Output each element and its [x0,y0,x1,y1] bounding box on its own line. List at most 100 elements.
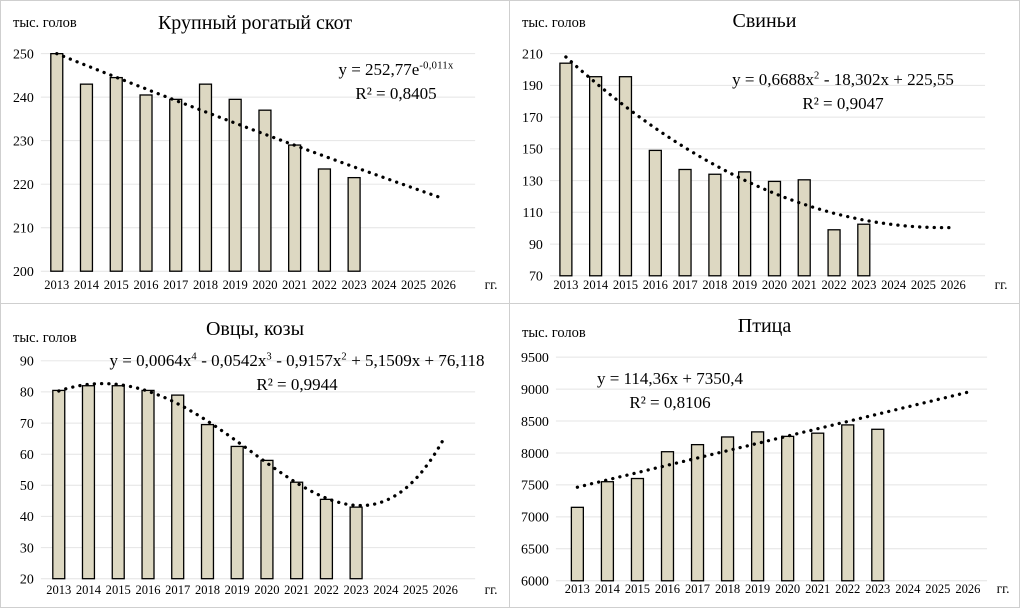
r-squared-text: R² = 0,8405 [355,84,437,104]
x-tick-label: 2018 [193,278,218,292]
x-tick-label: 2025 [401,278,426,292]
x-tick-label: 2022 [822,278,847,292]
x-tick-label: 2021 [805,582,830,596]
y-tick-label: 9000 [521,383,549,398]
y-tick-label: 8000 [521,447,549,462]
bar [198,83,213,272]
bar [570,506,585,582]
x-tick-label: 2024 [371,278,397,292]
bar [750,431,765,582]
bar [588,76,603,277]
x-tick-label: 2019 [225,583,250,597]
x-tick-label: 2013 [44,278,69,292]
x-tick-label: 2016 [133,278,158,292]
x-tick-label: 2019 [745,582,770,596]
bar [767,180,782,277]
x-tick-label: 2015 [625,582,650,596]
equation-text: y = 114,36x + 7350,4 [568,367,772,391]
chart-title: Свиньи [732,10,797,32]
equation-segment: y = 252,77e [338,60,420,79]
x-tick-label: 2014 [595,582,621,596]
plot-area: 6000 6500 7000 7500 8000 8500 9000 9500 2013 2014… [521,351,1010,596]
y-axis-tick-labels: 200 210 220 230 240 250 [13,47,34,280]
x-tick-label: 2021 [792,278,817,292]
y-tick-label: 130 [522,174,543,189]
bar [811,432,825,582]
y-tick-label: 60 [20,448,34,463]
x-tick-label: 2014 [583,278,609,292]
y-tick-label: 30 [20,541,34,556]
y-tick-label: 9500 [521,351,549,366]
bar [827,229,841,277]
y-tick-label: 210 [13,221,34,236]
y-tick-label: 110 [522,206,542,221]
y-tick-label: 220 [13,178,34,193]
bar [141,389,155,580]
y-tick-label: 80 [20,386,34,401]
x-tick-label: 2026 [431,278,456,292]
trendline-equation: y = 252,77e-0,011x R² = 0,8405 [296,58,496,106]
y-tick-label: 90 [529,238,543,253]
x-tick-label: 2024 [881,278,907,292]
bar [317,168,332,272]
equation-segment: y = 0,6688x [732,70,814,89]
bar [230,445,244,580]
x-tick-label: 2019 [223,278,248,292]
bar [139,94,153,272]
x-tick-label: 2023 [344,583,369,597]
x-axis-unit-label: гг. [485,277,498,292]
x-tick-label: 2017 [685,582,710,596]
bars [559,62,871,277]
bar [618,76,633,277]
x-tick-label: 2021 [282,278,307,292]
y-tick-label: 6000 [521,575,549,590]
x-tick-label: 2021 [284,583,309,597]
y-tick-label: 250 [13,47,34,62]
bar [288,144,302,272]
y-tick-label: 240 [13,91,34,106]
equation-segment: y = 114,36x + 7350,4 [596,369,744,388]
bars [570,424,885,582]
equation-text: y = 0,0064x4 - 0,0542x3 - 0,9157x2 + 5,1… [85,349,509,373]
y-tick-label: 70 [20,417,34,432]
y-tick-label: 150 [522,143,543,158]
y-tick-label: 70 [529,270,543,285]
equation-segment: + 5,1509x + 76,118 [346,351,485,370]
bar [81,385,96,580]
y-axis-unit-label: тыс. голов [522,325,586,341]
y-tick-label: 7500 [521,479,549,494]
bar [708,173,722,277]
x-tick-label: 2016 [643,278,668,292]
x-tick-label: 2026 [955,582,980,596]
x-tick-label: 2025 [925,582,950,596]
y-axis-tick-labels: 20 30 40 50 60 70 80 90 [20,355,34,588]
chart-title: Крупный рогатый скот [157,12,353,34]
x-axis-unit-label: гг. [485,582,498,597]
x-tick-label: 2025 [911,278,936,292]
x-tick-label: 2015 [613,278,638,292]
bar [79,83,94,272]
chart-pigs: тыс. голов Свиньи y = 0,6688x2 - 18,302x… [510,1,1019,304]
y-tick-label: 50 [20,479,34,494]
x-tick-label: 2022 [835,582,860,596]
bar [228,98,242,272]
y-tick-label: 230 [13,134,34,149]
bar [630,477,645,582]
bar [797,179,811,277]
x-tick-label: 2018 [702,278,727,292]
x-tick-label: 2023 [851,278,876,292]
r-squared-text: R² = 0,8106 [629,393,711,413]
y-axis-unit-label: тыс. голов [13,15,77,31]
bar [600,481,615,582]
x-tick-label: 2017 [163,278,188,292]
trendline-dotted [564,55,955,230]
y-tick-label: 90 [20,355,34,370]
x-axis-unit-label: гг. [995,277,1008,292]
r-squared-text: R² = 0,9047 [802,94,884,114]
x-axis-unit-label: гг. [997,581,1010,596]
y-tick-label: 200 [13,265,34,280]
bar [678,168,692,277]
y-tick-label: 170 [522,111,543,126]
